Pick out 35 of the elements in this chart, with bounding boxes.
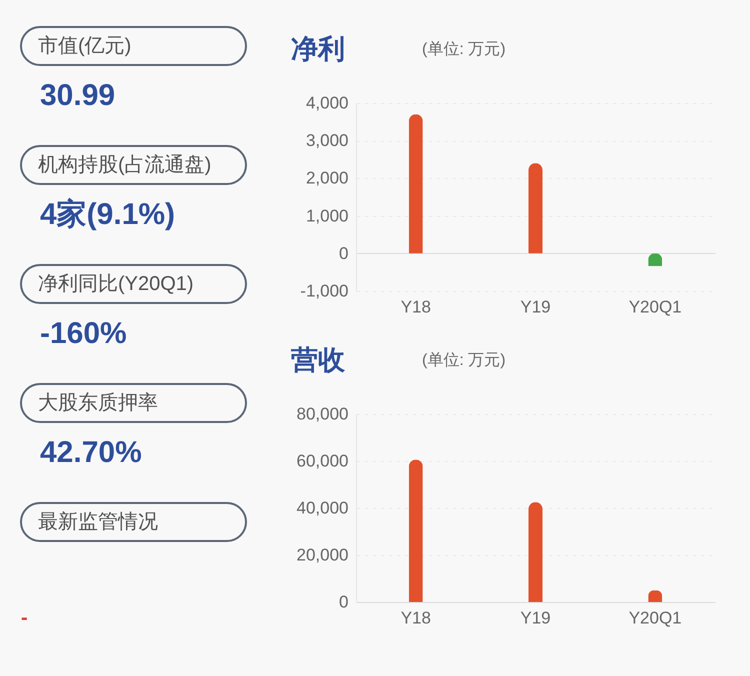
text: 最新监管情况	[38, 511, 158, 533]
y-tick-label: 60,000	[296, 452, 348, 470]
text: 机构持股(占流通盘)	[38, 154, 212, 176]
bar	[408, 460, 423, 602]
text: 30.99	[40, 79, 116, 112]
x-tick-label: Y19	[520, 608, 551, 628]
y-tick-label: 80,000	[296, 404, 348, 424]
y-tick-label: 4,000	[306, 94, 348, 112]
y-tick-label: 0	[339, 592, 348, 612]
text: 42.70%	[40, 436, 142, 469]
y-tick-label: 1,000	[306, 206, 348, 226]
y-tick-label: 3,000	[306, 131, 348, 150]
chart-subtitle: (单位: 万元)	[422, 351, 506, 369]
text: -	[21, 607, 28, 629]
x-tick-label: Y18	[400, 298, 431, 316]
text: 市值(亿元)	[38, 35, 132, 57]
bar	[408, 114, 423, 254]
x-tick-label: Y20Q1	[628, 298, 682, 316]
x-tick-label: Y18	[400, 608, 431, 628]
x-tick-label: Y20Q1	[628, 608, 682, 628]
text: 净利同比(Y20Q1)	[38, 273, 194, 295]
text: 大股东质押率	[38, 392, 158, 414]
chart-subtitle: (单位: 万元)	[422, 40, 506, 58]
bar	[528, 502, 542, 602]
chart-title: 净利	[291, 34, 345, 64]
y-tick-label: 2,000	[306, 168, 348, 188]
y-tick-label: -1,000	[300, 282, 348, 300]
bar	[528, 163, 542, 254]
text: 4家(9.1%)	[40, 197, 176, 231]
x-tick-label: Y19	[520, 298, 551, 316]
text: -160%	[40, 317, 127, 350]
chart-title: 营收	[290, 345, 346, 375]
y-tick-label: 0	[339, 244, 348, 263]
y-tick-label: 20,000	[296, 546, 348, 564]
y-tick-label: 40,000	[296, 498, 348, 518]
